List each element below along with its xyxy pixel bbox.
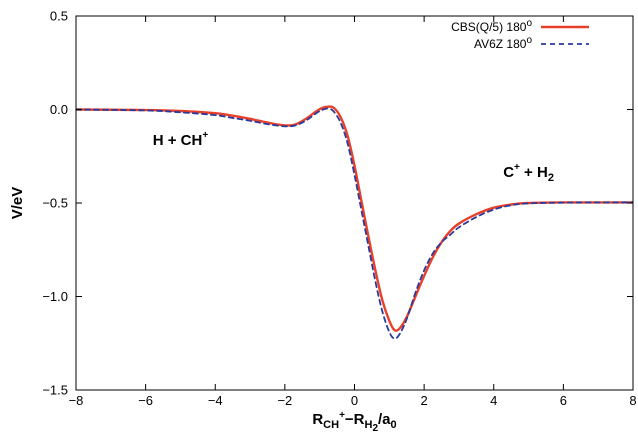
x-tick-label: 2 [421, 393, 428, 408]
annotations: H + CH+ C+ + H2 [153, 130, 554, 184]
x-tick-label: −8 [69, 393, 84, 408]
y-axis-title: V/eV [9, 187, 26, 220]
x-tick-label: −6 [138, 393, 153, 408]
legend-label: CBS(Q/5) 180o [451, 18, 532, 34]
y-tick-label: −1.5 [42, 383, 68, 398]
series-line-cbs [76, 105, 633, 332]
annotation-reactant: H + CH+ [153, 130, 209, 149]
series-line-av6z [76, 107, 633, 340]
x-tick-label: −4 [208, 393, 223, 408]
x-axis-title: RCH+−RH2/a0 [312, 410, 396, 434]
annotation-product: C+ + H2 [503, 162, 554, 184]
legend-label: AV6Z 180o [474, 35, 532, 51]
y-tick-label: −1.0 [42, 289, 68, 304]
plot-area [76, 105, 633, 340]
x-tick-label: 8 [629, 393, 636, 408]
y-tick-label: 0.5 [50, 9, 68, 24]
y-tick-label: −0.5 [42, 196, 68, 211]
x-tick-label: −2 [277, 393, 292, 408]
x-tick-label: 6 [560, 393, 567, 408]
axis-ticks: −8 −6 −4 −2 0 2 4 6 8 −1.5 −1.0 −0.5 0.0 0.5 [42, 9, 636, 409]
y-tick-label: 0.0 [50, 102, 68, 117]
x-tick-label: 4 [490, 393, 497, 408]
x-tick-label: 0 [351, 393, 358, 408]
